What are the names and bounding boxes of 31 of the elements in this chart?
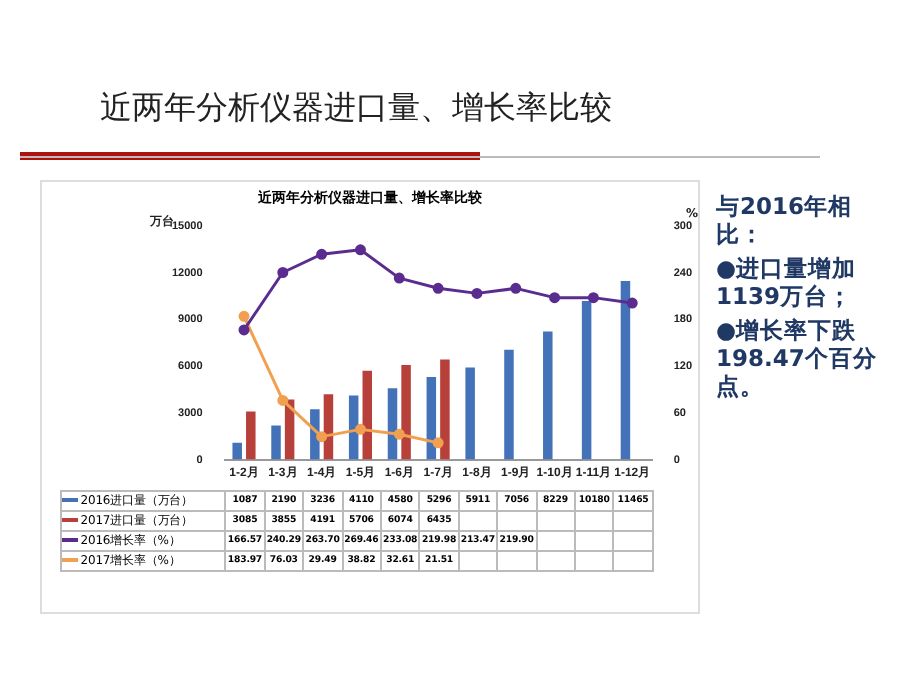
bar: [620, 281, 631, 460]
point: [549, 292, 561, 304]
point: [393, 428, 405, 440]
point: [587, 292, 599, 304]
text: ●进口量增加1139万台；: [716, 254, 859, 310]
bar: [232, 442, 242, 460]
point: [354, 244, 366, 256]
point: [626, 297, 638, 309]
point: [238, 324, 250, 336]
bar: [581, 301, 592, 460]
chart-title: 近两年分析仪器进口量、增长率比较: [100, 88, 612, 130]
bar: [465, 367, 475, 460]
point: [510, 282, 522, 294]
text: ●增长率下跌198.47个百分点。: [716, 316, 879, 400]
point: [393, 272, 405, 284]
point: [316, 248, 328, 260]
point: [354, 423, 366, 435]
point: [316, 431, 328, 443]
point: [471, 287, 483, 299]
point: [277, 394, 289, 406]
point: [432, 282, 444, 294]
bar: [401, 365, 411, 460]
text: 与2016年相比：: [716, 192, 855, 248]
bar: [543, 331, 553, 460]
bar: [271, 425, 281, 460]
point: [432, 437, 444, 449]
bar: [246, 411, 256, 460]
bar: [440, 359, 450, 460]
point: [238, 310, 250, 322]
point: [277, 266, 289, 278]
bar: [504, 349, 514, 460]
